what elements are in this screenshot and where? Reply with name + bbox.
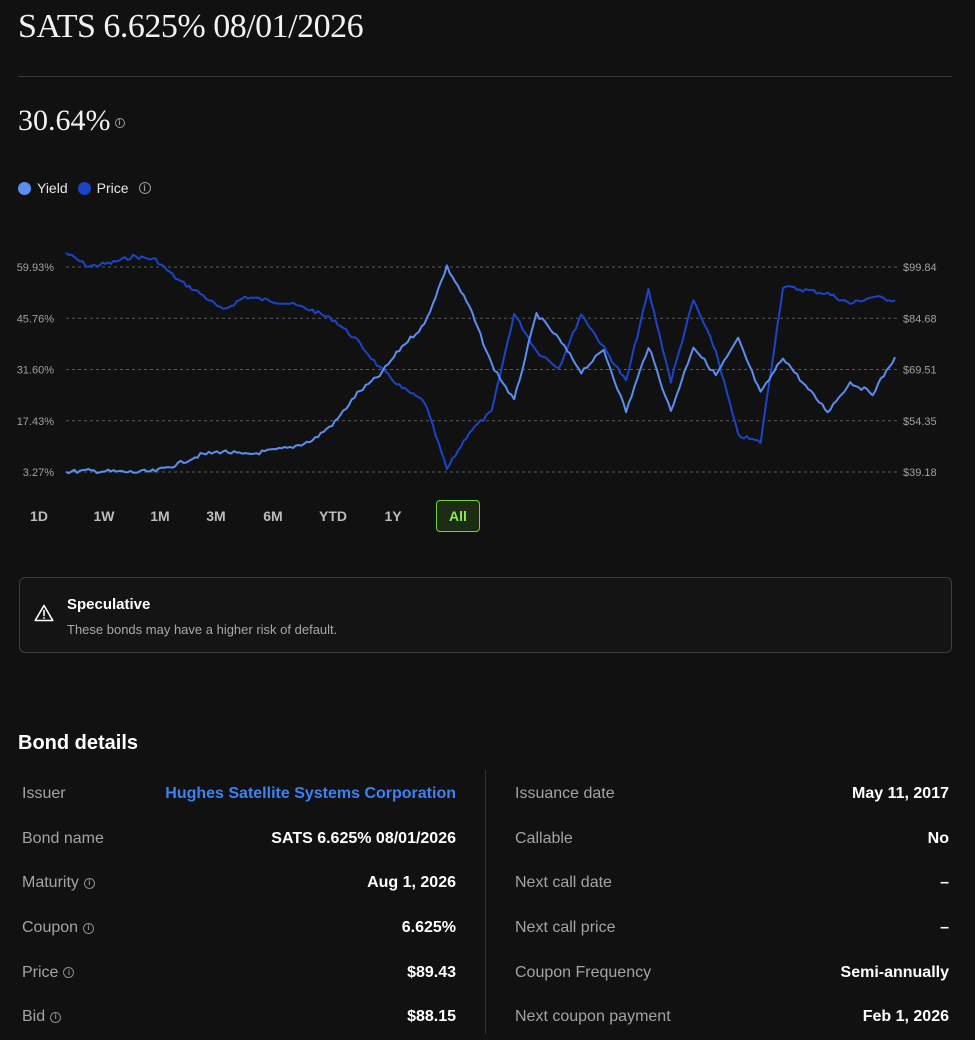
chart-legend: Yield Price i bbox=[18, 180, 151, 196]
detail-value: Semi-annually bbox=[840, 963, 949, 981]
range-1w[interactable]: 1W bbox=[93, 508, 115, 524]
info-icon[interactable]: i bbox=[63, 967, 75, 979]
title-divider bbox=[18, 76, 952, 77]
detail-label-text: Next call price bbox=[515, 919, 616, 937]
detail-row: Next coupon payment Feb 1, 2026 bbox=[515, 995, 949, 1040]
detail-value: Feb 1, 2026 bbox=[862, 1008, 949, 1026]
detail-label-text: Maturity bbox=[22, 874, 79, 892]
range-3m[interactable]: 3M bbox=[206, 508, 226, 524]
detail-label: Coupon Frequency bbox=[515, 964, 651, 982]
detail-value: – bbox=[940, 874, 949, 892]
detail-row: Issuance date May 11, 2017 bbox=[515, 772, 949, 817]
detail-value: SATS 6.625% 08/01/2026 bbox=[271, 829, 456, 847]
detail-label-text: Issuance date bbox=[515, 785, 615, 803]
legend-price-label: Price bbox=[96, 180, 129, 196]
info-icon[interactable]: i bbox=[114, 118, 125, 128]
legend-price[interactable]: Price bbox=[77, 180, 129, 196]
legend-yield-label: Yield bbox=[37, 180, 68, 196]
detail-label: Maturity i bbox=[22, 874, 95, 892]
detail-row: Price i $89.43 bbox=[22, 950, 456, 995]
y-left-tick-label: 3.27% bbox=[23, 467, 54, 479]
speculative-warning: Speculative These bonds may have a highe… bbox=[19, 577, 952, 653]
yield-dot-icon bbox=[18, 181, 31, 195]
range-1y[interactable]: 1Y bbox=[384, 508, 402, 524]
detail-value: 6.625% bbox=[401, 919, 456, 937]
detail-label: Coupon i bbox=[22, 919, 95, 937]
detail-row: Maturity i Aug 1, 2026 bbox=[22, 861, 456, 906]
detail-value: No bbox=[927, 829, 949, 847]
detail-label-text: Issuer bbox=[22, 785, 66, 803]
y-left-tick-label: 17.43% bbox=[17, 416, 55, 428]
detail-label: Price i bbox=[22, 963, 75, 982]
range-1d[interactable]: 1D bbox=[30, 508, 48, 524]
info-icon[interactable]: i bbox=[83, 877, 95, 889]
detail-row: Bid i $88.15 bbox=[22, 995, 456, 1040]
y-right-tick-label: $39.18 bbox=[903, 467, 937, 479]
detail-label-text: Next call date bbox=[515, 874, 612, 892]
y-right-tick-label: $54.35 bbox=[903, 416, 937, 428]
detail-label-text: Coupon Frequency bbox=[515, 963, 652, 981]
bond-details-left: Issuer Hughes Satellite Systems Corporati… bbox=[22, 772, 456, 1040]
detail-row: Bond name SATS 6.625% 08/01/2026 bbox=[22, 817, 456, 862]
time-range-selector: 1D 1W 1M 3M 6M YTD 1Y All bbox=[20, 500, 480, 532]
info-icon[interactable]: i bbox=[50, 1011, 62, 1023]
y-right-tick-label: $99.84 bbox=[903, 262, 937, 274]
y-right-tick-label: $69.51 bbox=[903, 365, 937, 377]
current-yield: 30.64% i bbox=[18, 104, 125, 138]
legend-info-icon[interactable]: i bbox=[138, 182, 151, 194]
detail-label: Bond name bbox=[22, 830, 104, 848]
range-6m[interactable]: 6M bbox=[263, 508, 283, 524]
detail-label: Next coupon payment bbox=[515, 1008, 671, 1026]
info-icon[interactable]: i bbox=[83, 922, 95, 934]
detail-label-text: Bid bbox=[22, 1008, 46, 1026]
detail-label: Callable bbox=[515, 830, 573, 848]
legend-yield[interactable]: Yield bbox=[18, 180, 68, 196]
range-all[interactable]: All bbox=[436, 500, 480, 532]
detail-value: $89.43 bbox=[407, 963, 456, 981]
detail-label: Next call date bbox=[515, 874, 612, 892]
detail-row: Callable No bbox=[515, 817, 949, 862]
detail-label: Issuer bbox=[22, 785, 66, 803]
detail-value: – bbox=[940, 919, 949, 937]
detail-label-text: Bond name bbox=[22, 829, 104, 847]
y-left-tick-label: 45.76% bbox=[17, 313, 55, 325]
warning-icon bbox=[34, 604, 54, 622]
detail-row: Coupon Frequency Semi-annually bbox=[515, 950, 949, 995]
yield-series-line bbox=[65, 264, 896, 475]
detail-value: May 11, 2017 bbox=[852, 785, 949, 803]
detail-label: Issuance date bbox=[515, 785, 615, 803]
issuer-link[interactable]: Hughes Satellite Systems Corporation bbox=[165, 785, 456, 803]
detail-label-text: Callable bbox=[515, 829, 573, 847]
range-1m[interactable]: 1M bbox=[150, 508, 170, 524]
price-dot-icon bbox=[77, 181, 91, 195]
detail-label: Next call price bbox=[515, 919, 615, 937]
range-ytd[interactable]: YTD bbox=[319, 508, 347, 524]
detail-label-text: Next coupon payment bbox=[515, 1008, 671, 1026]
bond-details-right: Issuance date May 11, 2017 Callable No Next … bbox=[515, 772, 949, 1040]
detail-value: Aug 1, 2026 bbox=[367, 874, 456, 892]
detail-row: Next call date – bbox=[515, 861, 949, 906]
details-divider bbox=[485, 770, 486, 1034]
yield-price-chart[interactable]: 59.93% $99.84 45.76% $84.68 31.60% $69.51 17.4… bbox=[0, 205, 975, 495]
detail-row: Issuer Hughes Satellite Systems Corporati… bbox=[22, 772, 456, 817]
detail-value: $88.15 bbox=[407, 1008, 456, 1026]
y-left-tick-label: 31.60% bbox=[17, 365, 55, 377]
warning-text: These bonds may have a higher risk of de… bbox=[67, 622, 338, 637]
detail-row: Next call price – bbox=[515, 906, 949, 951]
bond-details-title: Bond details bbox=[18, 732, 139, 754]
page-title: SATS 6.625% 08/01/2026 bbox=[18, 8, 364, 45]
current-yield-value: 30.64% bbox=[18, 104, 111, 137]
detail-row: Coupon i 6.625% bbox=[22, 906, 456, 951]
warning-title: Speculative bbox=[67, 596, 151, 613]
detail-label-text: Coupon bbox=[22, 919, 79, 937]
detail-label: Bid i bbox=[22, 1008, 62, 1026]
y-left-tick-label: 59.93% bbox=[17, 262, 55, 274]
detail-label-text: Price bbox=[22, 963, 59, 981]
y-right-tick-label: $84.68 bbox=[903, 313, 937, 325]
price-series-line bbox=[65, 252, 896, 471]
